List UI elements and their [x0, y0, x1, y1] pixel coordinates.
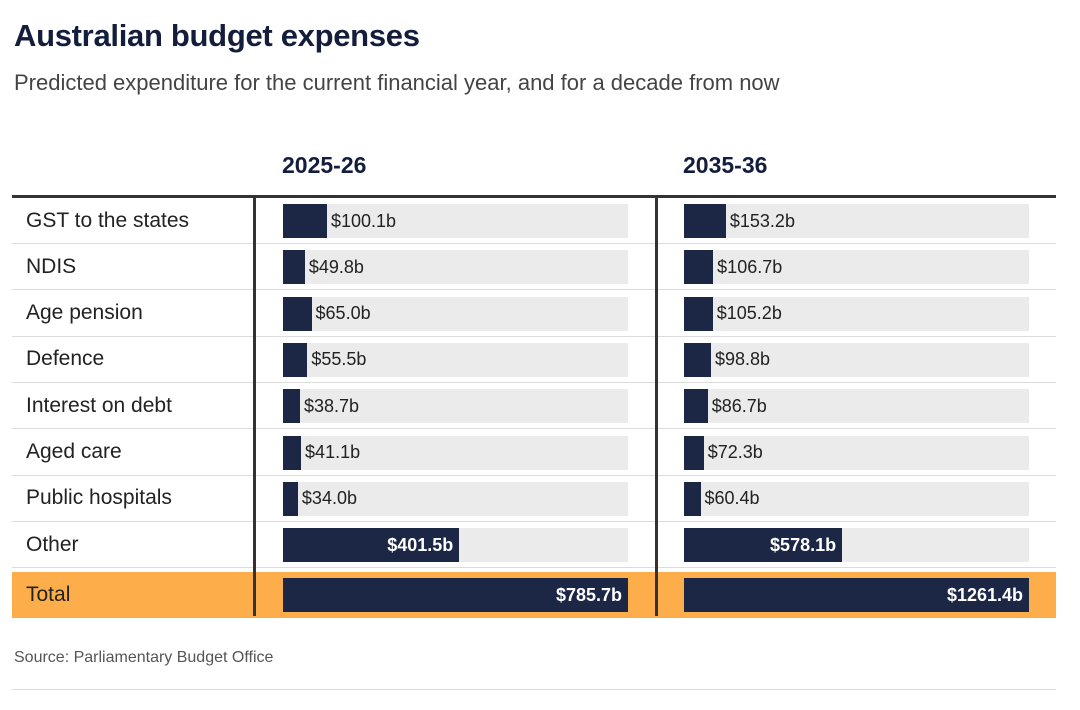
data-label: $41.1b [305, 442, 361, 462]
table-row: Aged care [12, 430, 1056, 476]
column-divider-2 [655, 196, 658, 616]
bar [684, 528, 843, 563]
row-label: GST to the states [26, 208, 190, 232]
data-label: $86.7b [711, 395, 767, 416]
bar [684, 389, 708, 424]
bar [684, 481, 701, 516]
bar [283, 250, 305, 285]
bar [283, 435, 302, 470]
data-label: $105.2b [716, 303, 782, 324]
table-row: Defence [12, 337, 1056, 383]
bar-track [684, 250, 1029, 285]
data-label: $60.4b [704, 488, 760, 509]
row-label: Other [26, 532, 79, 556]
row-label: NDIS [26, 254, 77, 278]
row-label: Age pension [26, 301, 143, 325]
data-label: $153.2b [729, 210, 795, 231]
bar-track [684, 435, 1029, 470]
row-label: Interest on debt [26, 393, 172, 417]
bar-track [283, 250, 628, 285]
data-label: $106.7b [717, 256, 783, 277]
bar [283, 528, 460, 563]
bar-track [283, 342, 628, 377]
bar-track [283, 389, 628, 424]
top-rule [12, 195, 1056, 198]
table-row: GST to the states [12, 198, 1056, 244]
bar [684, 296, 713, 331]
data-label: $100.1b [330, 210, 397, 231]
bar-track [283, 435, 628, 470]
source-note: Source: Parliamentary Budget Office [14, 649, 274, 666]
data-label: $578.1b [770, 534, 837, 555]
table-row: Public hospitals [12, 476, 1056, 522]
bottom-rule [12, 689, 1056, 690]
row-label: Total [26, 583, 71, 607]
data-label: $98.8b [715, 349, 771, 370]
bar [684, 578, 1029, 613]
bar [283, 389, 300, 424]
column-header-2025-26: 2025-26 [282, 152, 367, 178]
data-label: $49.8b [308, 256, 364, 277]
data-label: $1261.4b [946, 584, 1023, 605]
chart-subtitle: Predicted expenditure for the current fi… [14, 70, 780, 95]
bar [684, 435, 704, 470]
bar [684, 204, 726, 238]
data-label: $785.7b [555, 584, 622, 605]
data-label: $65.0b [315, 303, 371, 324]
chart-title: Australian budget expenses [14, 18, 420, 53]
table-row: Interest on debt [12, 383, 1056, 430]
data-label: $401.5b [387, 534, 454, 555]
bar [283, 296, 312, 331]
bar-track [684, 204, 1029, 238]
data-label: $55.5b [311, 349, 367, 370]
table-row: NDIS [12, 244, 1056, 291]
bar [684, 250, 714, 285]
bar [283, 481, 298, 516]
data-label: $38.7b [303, 395, 360, 416]
row-label: Aged care [26, 440, 122, 463]
data-label: $34.0b [301, 488, 357, 509]
row-label: Public hospitals [26, 486, 172, 510]
table-row: Other [12, 522, 1056, 569]
bar-track [684, 481, 1029, 516]
table-row: Age pension [12, 291, 1056, 337]
bar [283, 204, 327, 238]
bar [283, 342, 308, 377]
bar-track [684, 342, 1029, 377]
bar-track [283, 204, 628, 238]
column-header-2035-36: 2035-36 [683, 152, 768, 178]
row-label: Defence [26, 347, 105, 371]
bar [283, 578, 628, 613]
bar-track [283, 481, 628, 516]
bar-track [684, 296, 1029, 331]
bar-track [684, 389, 1029, 424]
bar [684, 342, 712, 377]
bar-track [283, 296, 628, 331]
column-divider-1 [253, 196, 256, 616]
data-label: $72.3b [707, 442, 763, 462]
